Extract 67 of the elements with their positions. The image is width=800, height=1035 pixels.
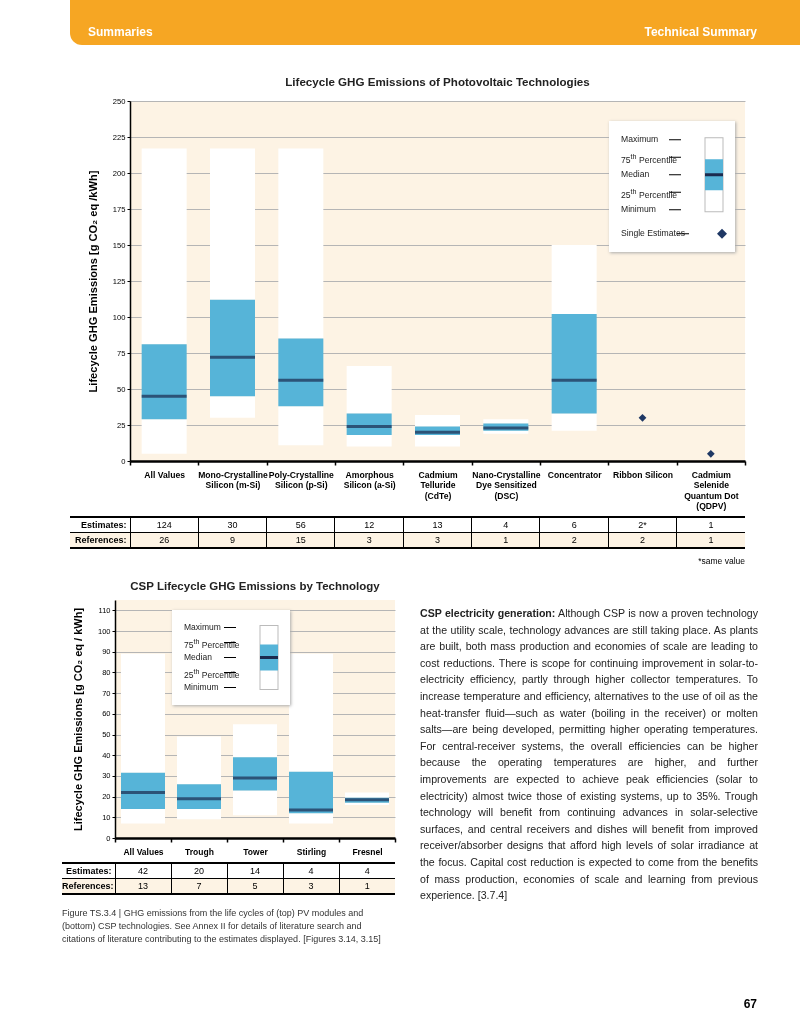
text: Estimates:	[79, 519, 128, 532]
text: 3	[283, 878, 339, 894]
x-tick-label: Cadmium Selenide Quantum Dot (QDPV)	[684, 469, 739, 512]
annotation: 75$^{th}$ Percentile	[621, 151, 678, 167]
text: 13	[115, 878, 171, 894]
text: 9	[198, 532, 267, 548]
text: References:	[70, 532, 130, 548]
text: 14	[227, 863, 283, 879]
text: 20	[171, 863, 227, 879]
annotation: Minimum	[621, 203, 656, 216]
text: Technical Summary	[644, 25, 757, 39]
annotation: Median	[184, 651, 212, 664]
annotation: 25$^{th}$ Percentile	[184, 667, 240, 682]
text: 3	[403, 532, 472, 548]
text: 1	[676, 532, 745, 548]
annotation: 25$^{th}$ Percentile	[621, 186, 678, 202]
text: 30	[198, 517, 267, 533]
text: 3	[334, 532, 404, 548]
x-tick-label: All Values	[123, 846, 164, 857]
text: CSP electricity generation: Although CSP is now a proven technology at the utility scale, technology advances are still taking place. As plants are built, both mass production and economies of scale are leading to cost reductions. There is scope for continuing improvement in solar-to-electricity efficiency, partly through higher collector temperatures. To increase temperature and efficiency, alternatives to the use of oil as the heat-transfer fluid—such as water (boiling in the receiver) or molten salts—are being developed, permitting higher operating temperatures. For central-receiver systems, the overall efficiencies can be higher because the operating temperatures are higher, and further improvements are expected to achieve peak efficiencies (solar to electricity) almost twice those of existing systems, up to 35%. Trough technology will benefit from continuing advances in solar-selective surfaces, and central receivers and dishes will benefit from improved receiver/absorber designs that afford high levels of solar irradiance at the focus. Capital cost reduction is expected to come from the benefits of mass production, economies of scale and learning from previous experience. [3.7.4]	[420, 607, 758, 902]
text: 1	[471, 532, 540, 548]
text: 67	[743, 997, 757, 1011]
y-axis-title: Lifecycle GHG Emissions [g CO₂ eq /kWh]	[86, 170, 99, 393]
text: 4	[283, 863, 339, 879]
text: 5	[227, 878, 283, 894]
text: 42	[115, 863, 171, 879]
text: 15	[266, 532, 335, 548]
text: 4	[339, 863, 395, 879]
text: References:	[62, 878, 115, 894]
annotation: Maximum	[621, 133, 659, 146]
x-tick-label: Fresnel	[352, 846, 383, 857]
text: 6	[539, 517, 609, 533]
text: 2	[608, 532, 677, 548]
chart-title: CSP Lifecycle GHG Emissions by Technology	[130, 579, 381, 592]
text: 26	[130, 532, 199, 548]
annotation: Median	[621, 168, 650, 181]
text: 12	[334, 517, 404, 533]
x-tick-label: Trough	[185, 846, 214, 857]
text: 1	[339, 878, 395, 894]
x-tick-label: Poly-Crystalline Silicon (p-Si)	[268, 469, 335, 491]
text: 1	[676, 517, 745, 533]
x-tick-label: All Values	[144, 469, 186, 480]
x-tick-label: Ribbon Silicon	[612, 469, 674, 480]
text: 13	[403, 517, 472, 533]
text: 2	[539, 532, 609, 548]
text: Summaries	[88, 25, 153, 39]
chart-title: Lifecycle GHG Emissions of Photovoltaic Technologies	[285, 75, 590, 89]
annotation: Maximum	[184, 621, 221, 634]
text: 56	[266, 517, 335, 533]
x-tick-label: Stirling	[296, 846, 327, 857]
text: Figure TS.3.4 | GHG emissions from the life cycles of (top) PV modules and (bottom) CSP technologies. See Annex II for details of literature search and citations of literature contributing to the estimates displayed. [Figures 3.14, 3.15]	[62, 907, 382, 946]
x-tick-label: Nano-Crystalline Dye Sensitized (DSC)	[472, 469, 541, 501]
x-tick-label: Concentrator	[547, 469, 603, 480]
text: *same value	[698, 556, 745, 566]
annotation: Minimum	[184, 681, 219, 694]
text: 124	[130, 517, 199, 533]
text: 2*	[608, 517, 677, 533]
x-tick-label: Amorphous Silicon (a-Si)	[343, 469, 396, 491]
y-axis-title: Lifecycle GHG Emissions [g CO₂ eq / kWh]	[71, 607, 84, 832]
text: Single Estimates	[621, 227, 686, 238]
x-tick-label: Mono-Crystalline Silicon (m-Si)	[198, 469, 269, 491]
annotation: 75$^{th}$ Percentile	[184, 637, 240, 652]
x-tick-label: Tower	[243, 846, 269, 857]
text: 4	[471, 517, 540, 533]
x-tick-label: Cadmium Telluride (CdTe)	[418, 469, 458, 501]
text: 7	[171, 878, 227, 894]
text: Estimates:	[64, 865, 113, 878]
